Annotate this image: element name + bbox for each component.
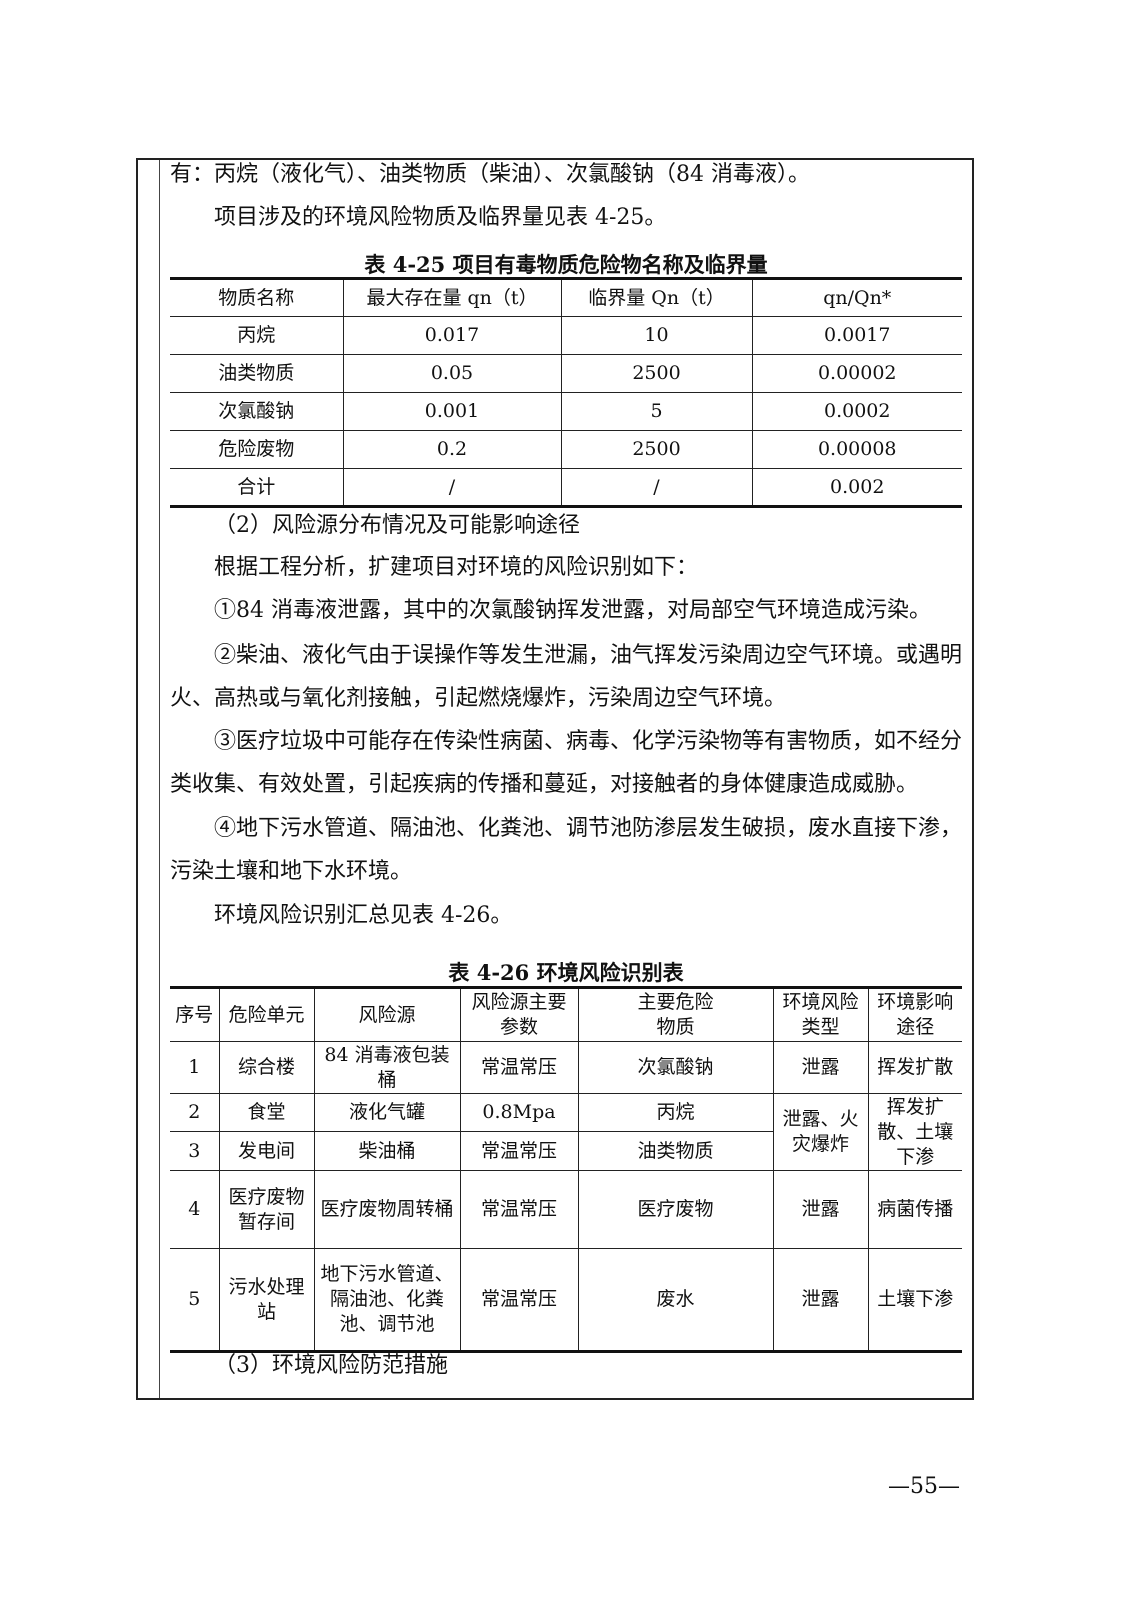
- table-row: 4 医疗废物暂存间 医疗废物周转桶 常温常压 医疗废物 泄露 病菌传播: [170, 1170, 962, 1249]
- cell: 5: [170, 1248, 220, 1353]
- table-row: 1 综合楼 84 消毒液包装桶 常温常压 次氯酸钠 泄露 挥发扩散: [170, 1041, 962, 1094]
- cell: 丙烷: [170, 316, 344, 355]
- cell: 0.00008: [751, 430, 962, 469]
- cell: 挥发扩散: [867, 1041, 962, 1094]
- cell: 0.0002: [751, 392, 962, 431]
- cell: 0.0017: [751, 316, 962, 355]
- header-cell: 物质名称: [170, 277, 344, 317]
- cell: 0.8Mpa: [459, 1093, 579, 1132]
- cell: 10: [560, 316, 753, 355]
- cell: 0.001: [342, 392, 562, 431]
- table-caption: 表 4-26 环境风险识别表: [448, 960, 684, 985]
- table-header-row: 序号 危险单元 风险源 风险源主要参数 主要危险物质 环境风险类型 环境影响途径: [170, 986, 962, 1042]
- cell: 食堂: [218, 1093, 315, 1132]
- cell: 次氯酸钠: [577, 1041, 774, 1094]
- table-header-row: 物质名称 最大存在量 qn（t） 临界量 Qn（t） qn/Qn*: [170, 277, 962, 317]
- cell: 0.05: [342, 354, 562, 393]
- cell: 污水处理站: [218, 1248, 315, 1353]
- cell: 土壤下渗: [867, 1248, 962, 1353]
- cell: 次氯酸钠: [170, 392, 344, 431]
- cell: 综合楼: [218, 1041, 315, 1094]
- header-cell: qn/Qn*: [751, 277, 962, 317]
- cell: 危险废物: [170, 430, 344, 469]
- header-cell: 风险源主要参数: [459, 986, 579, 1042]
- page-number: —55—: [888, 1474, 960, 1499]
- cell: 0.00002: [751, 354, 962, 393]
- cell: 泄露: [772, 1170, 869, 1249]
- section-heading: （3）环境风险防范措施: [214, 1353, 448, 1378]
- cell: 液化气罐: [313, 1093, 461, 1132]
- table-caption: 表 4-25 项目有毒物质危险物名称及临界量: [364, 252, 768, 277]
- header-cell: 序号: [170, 986, 220, 1042]
- cell: 常温常压: [459, 1041, 579, 1094]
- header-cell: 临界量 Qn（t）: [560, 277, 753, 317]
- cell: 油类物质: [170, 354, 344, 393]
- table-row: 3 发电间 柴油桶 常温常压 油类物质: [170, 1131, 962, 1171]
- cell: 常温常压: [459, 1170, 579, 1249]
- cell: 医疗废物: [577, 1170, 774, 1249]
- header-cell: 环境影响途径: [867, 986, 962, 1042]
- cell: 病菌传播: [867, 1170, 962, 1249]
- paragraph: ②柴油、液化气由于误操作等发生泄漏，油气挥发污染周边空气环境。或遇明火、高热或与…: [170, 643, 963, 711]
- section-heading: （2）风险源分布情况及可能影响途径: [214, 513, 580, 538]
- table-row: 2 食堂 液化气罐 0.8Mpa 丙烷 泄露、火灾爆炸 挥发扩散、土壤下渗: [170, 1093, 962, 1171]
- cell: 84 消毒液包装桶: [313, 1041, 461, 1094]
- cell: 合计: [170, 468, 344, 508]
- cell: 柴油桶: [313, 1131, 461, 1171]
- cell: 油类物质: [577, 1131, 773, 1171]
- cell: 5: [560, 392, 753, 431]
- hazard-threshold-table: 物质名称 最大存在量 qn（t） 临界量 Qn（t） qn/Qn* 丙烷 0.01…: [170, 277, 962, 508]
- cell: 医疗废物周转桶: [313, 1170, 461, 1249]
- cell: 泄露: [772, 1041, 869, 1094]
- paragraph: ①84 消毒液泄露，其中的次氯酸钠挥发泄露，对局部空气环境造成污染。: [214, 598, 931, 623]
- cell: /: [560, 468, 753, 508]
- paragraph: 环境风险识别汇总见表 4-26。: [214, 903, 513, 928]
- paragraph: ④地下污水管道、隔油池、化粪池、调节池防渗层发生破损，废水直接下渗，污染土壤和地…: [170, 816, 963, 884]
- cell: 2: [170, 1093, 220, 1132]
- cell: 0.002: [751, 468, 962, 508]
- cell: 0.017: [342, 316, 562, 355]
- table-row: 5 污水处理站 地下污水管道、隔油池、化粪池、调节池 常温常压 废水 泄露 土壤下渗: [170, 1248, 962, 1353]
- cell: 丙烷: [577, 1093, 774, 1132]
- risk-identification-table: 序号 危险单元 风险源 风险源主要参数 主要危险物质 环境风险类型 环境影响途径…: [170, 986, 962, 1353]
- cell: 医疗废物暂存间: [218, 1170, 315, 1249]
- cell: 废水: [577, 1248, 774, 1353]
- cell: 4: [170, 1170, 220, 1249]
- margin-line: [159, 160, 160, 1398]
- cell: 3: [170, 1131, 220, 1171]
- cell: /: [342, 468, 562, 508]
- header-cell: 风险源: [313, 986, 461, 1042]
- cell: 常温常压: [459, 1131, 579, 1171]
- cell: 1: [170, 1041, 220, 1094]
- paragraph: ③医疗垃圾中可能存在传染性病菌、病毒、化学污染物等有害物质，如不经分类收集、有效…: [170, 729, 963, 797]
- cell: 发电间: [218, 1131, 315, 1171]
- table-row: 丙烷 0.017 10 0.0017: [170, 316, 962, 355]
- cell: 泄露: [772, 1248, 869, 1353]
- cell: 2500: [560, 354, 753, 393]
- cell: 常温常压: [459, 1248, 579, 1353]
- cell: 2500: [560, 430, 753, 469]
- header-cell: 主要危险物质: [577, 986, 774, 1042]
- table-row: 油类物质 0.05 2500 0.00002: [170, 354, 962, 393]
- table-row: 次氯酸钠 0.001 5 0.0002: [170, 392, 962, 431]
- page-frame: [136, 158, 974, 1400]
- cell: 0.2: [342, 430, 562, 469]
- table-row: 合计 //0.002: [170, 468, 962, 508]
- cell: 挥发扩散、土壤下渗: [867, 1093, 962, 1171]
- table-row: 危险废物 0.2 2500 0.00008: [170, 430, 962, 469]
- cell: 泄露、火灾爆炸: [772, 1093, 869, 1171]
- paragraph: 有：丙烷（液化气）、油类物质（柴油）、次氯酸钠（84 消毒液）。: [170, 162, 810, 187]
- header-cell: 最大存在量 qn（t）: [342, 277, 562, 317]
- header-cell: 危险单元: [218, 986, 315, 1042]
- header-cell: 环境风险类型: [772, 986, 869, 1042]
- paragraph: 项目涉及的环境风险物质及临界量见表 4-25。: [214, 205, 667, 230]
- cell: 地下污水管道、隔油池、化粪池、调节池: [313, 1248, 461, 1353]
- paragraph: 根据工程分析，扩建项目对环境的风险识别如下：: [214, 555, 699, 580]
